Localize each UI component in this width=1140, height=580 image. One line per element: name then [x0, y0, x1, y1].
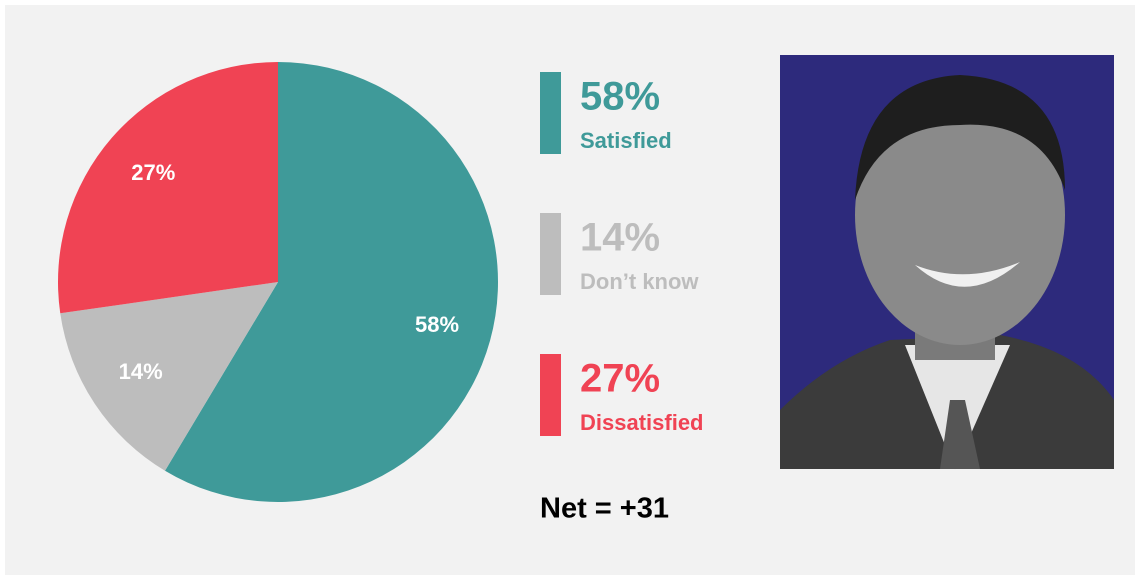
- pie: 58% 14% 27%: [58, 62, 498, 502]
- slice-label: 14%: [119, 359, 163, 384]
- legend-swatch: [540, 354, 561, 436]
- photo-hair: [855, 75, 1065, 200]
- pie-slice: [60, 282, 278, 471]
- legend-label: Satisfied: [580, 128, 672, 153]
- legend-value: 27%: [580, 357, 660, 401]
- pie-slice: [164, 62, 498, 502]
- legend-swatch: [540, 213, 561, 295]
- photo: [780, 55, 1114, 470]
- legend-label: Dissatisfied: [580, 410, 704, 435]
- photo-tie: [940, 400, 980, 469]
- photo-face: [855, 85, 1065, 345]
- legend-label: Don’t know: [580, 269, 699, 294]
- legend-swatch: [540, 72, 561, 154]
- net-annotation: Net = +31: [540, 493, 669, 525]
- slice-label: 58%: [415, 312, 459, 337]
- slice-label: 27%: [131, 160, 175, 185]
- photo-smile: [915, 262, 1020, 287]
- legend: 58% Satisfied 14% Don’t know 27% Dissatisfied: [540, 72, 704, 436]
- legend-value: 14%: [580, 216, 660, 260]
- pie-slice: [58, 62, 279, 314]
- legend-value: 58%: [580, 75, 660, 119]
